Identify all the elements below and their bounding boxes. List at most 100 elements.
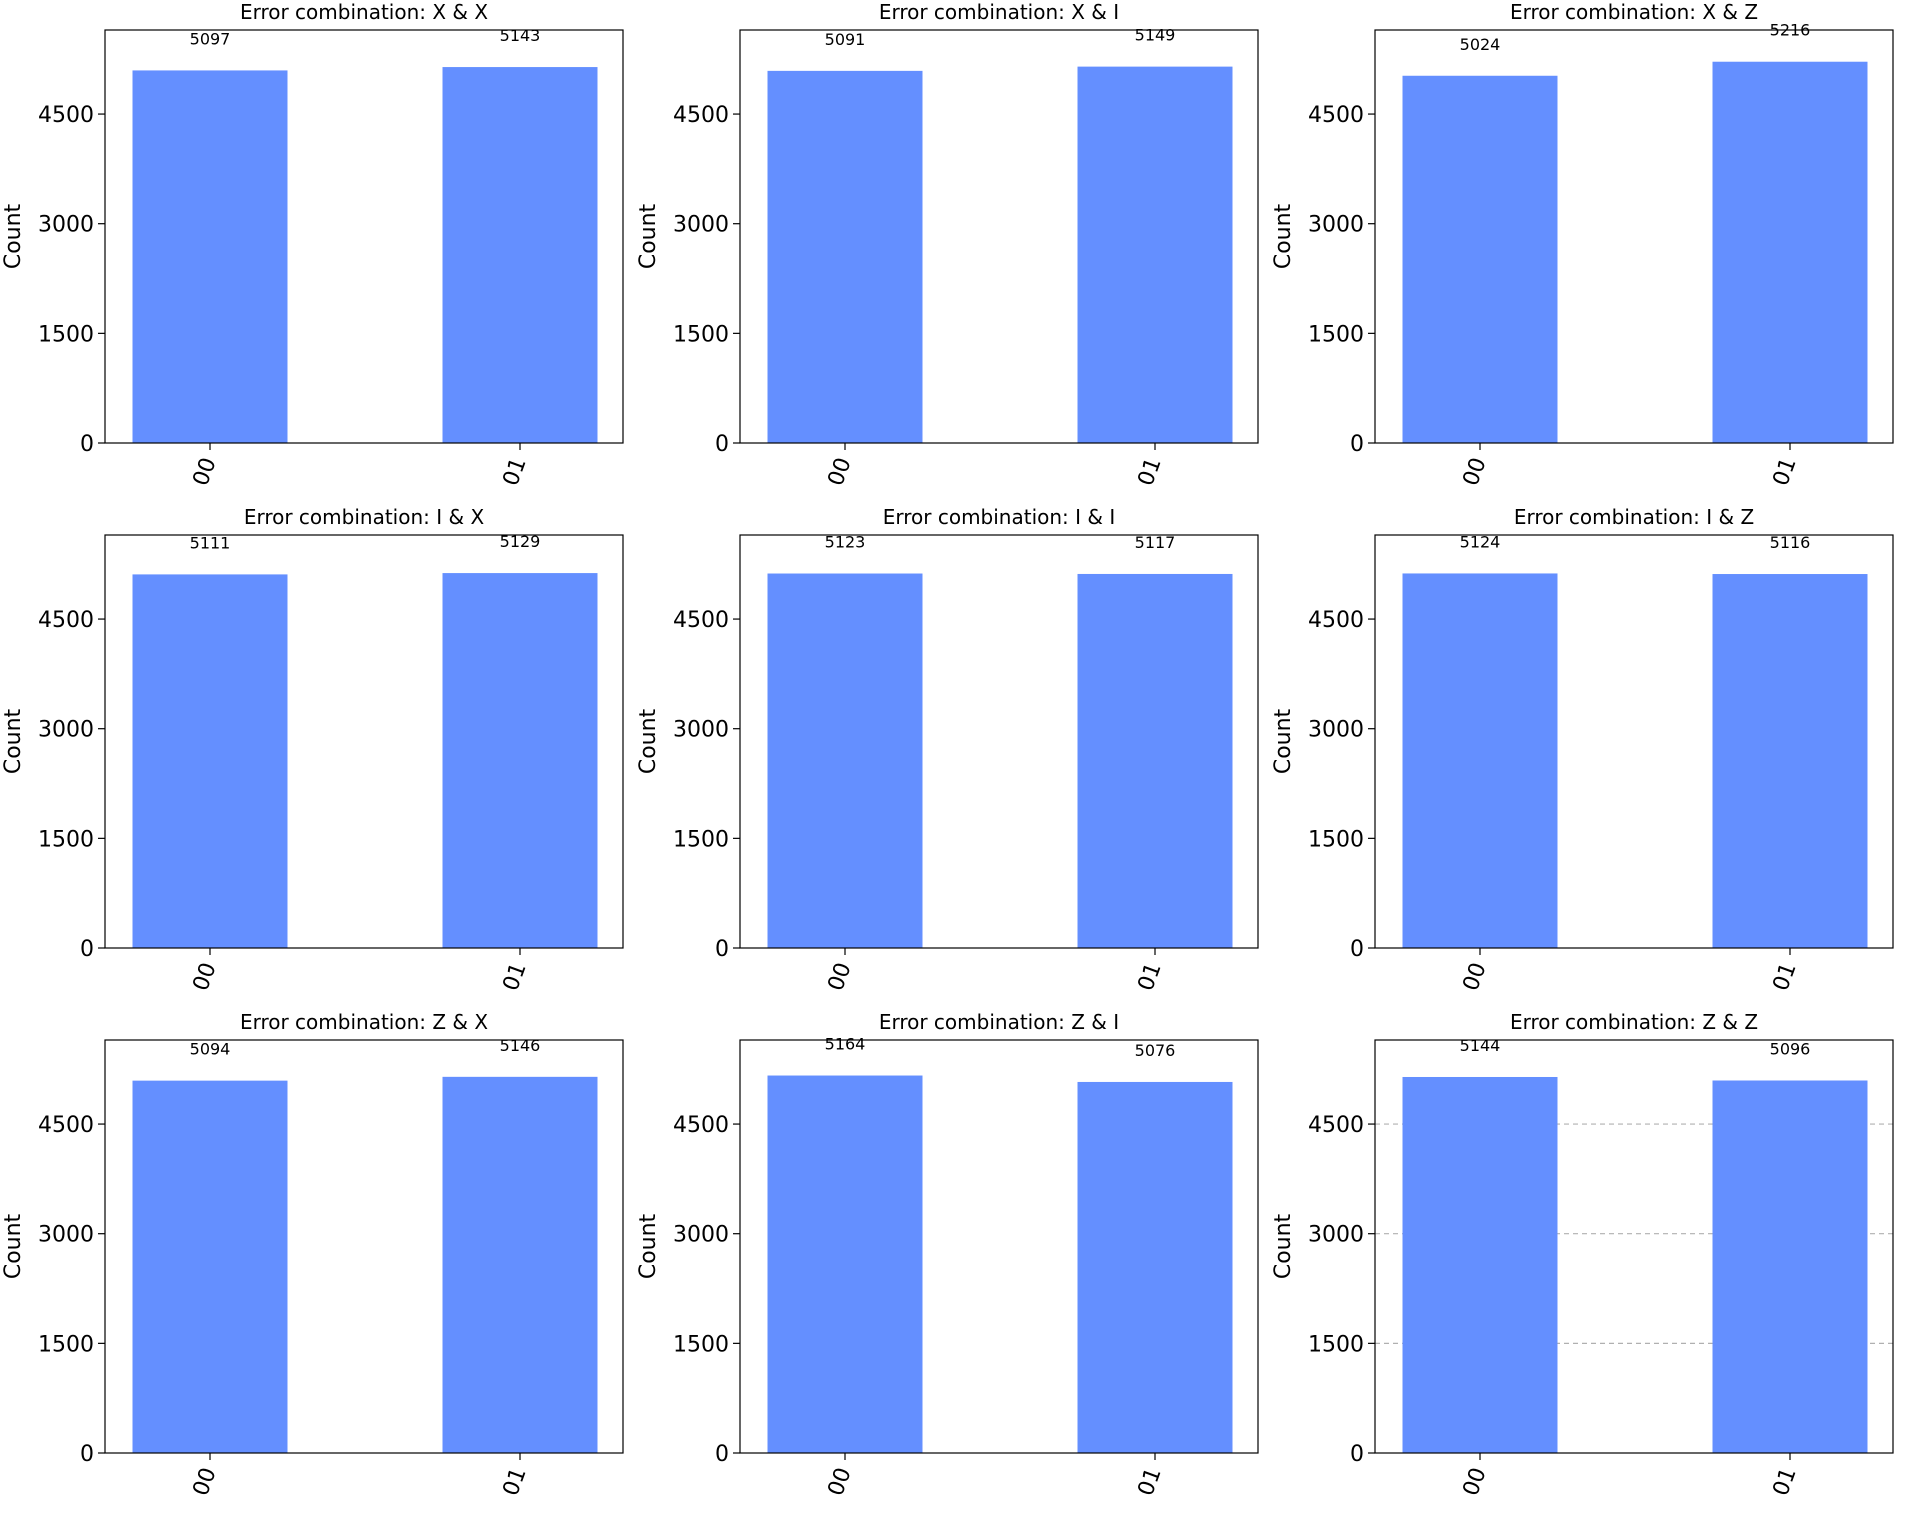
y-tick-label: 3000	[38, 718, 94, 743]
y-tick-label: 4500	[1308, 103, 1364, 128]
y-tick-label: 3000	[1308, 718, 1364, 743]
bar-chart: 5091 5149 0 1500 3000 4500 00 01 Count Error comb…	[636, 0, 1259, 490]
x-tick-label: 00	[189, 1465, 222, 1500]
data-label: 5144	[1460, 1036, 1501, 1055]
data-label: 5146	[500, 1036, 541, 1055]
axes-frame	[104, 1039, 624, 1454]
x-tick-label: 00	[824, 455, 857, 490]
x-tick-label: 01	[1769, 960, 1802, 995]
data-label: 5096	[1770, 1039, 1811, 1058]
y-tick-label: 4500	[38, 1113, 94, 1138]
chart-panel: 5111 5129 0 1500 3000 4500 00 01 Count Error comb…	[0, 505, 635, 1010]
data-label: 5149	[1135, 26, 1176, 45]
axes-frame	[739, 1039, 1259, 1454]
bar-chart: 5094 5146 0 1500 3000 4500 00 01 Count Error comb…	[1, 1010, 624, 1500]
y-tick-label: 0	[80, 432, 94, 457]
x-tick-label: 01	[1769, 455, 1802, 490]
bar-chart: 5111 5129 0 1500 3000 4500 00 01 Count Error comb…	[1, 505, 624, 995]
y-axis-label: Count	[1271, 1213, 1296, 1279]
y-axis-label: Count	[636, 1213, 661, 1279]
chart-panel: 5091 5149 0 1500 3000 4500 00 01 Count Error comb…	[635, 0, 1270, 505]
x-tick-label: 01	[1134, 1465, 1167, 1500]
y-tick-label: 0	[1350, 1442, 1364, 1467]
bar	[132, 1080, 288, 1453]
data-label: 5164	[825, 1035, 866, 1054]
x-tick-label: 00	[1459, 1465, 1492, 1500]
chart-title: Error combination: X & I	[879, 0, 1119, 24]
y-tick-label: 1500	[1308, 1332, 1364, 1357]
axes-frame	[1374, 29, 1894, 444]
chart-title: Error combination: Z & I	[879, 1010, 1119, 1034]
chart-title: Error combination: X & X	[240, 0, 488, 24]
y-axis-label: Count	[636, 708, 661, 774]
y-tick-label: 3000	[1308, 213, 1364, 238]
chart-panel: 5144 5096 0 1500 3000 4500 00 01 Count Error comb…	[1270, 1010, 1905, 1515]
bar	[1712, 61, 1868, 444]
y-tick-label: 3000	[673, 1223, 729, 1248]
chart-title: Error combination: I & X	[244, 505, 485, 529]
y-tick-label: 0	[1350, 937, 1364, 962]
y-tick-label: 3000	[38, 1223, 94, 1248]
bar	[1077, 573, 1233, 948]
axes-frame	[104, 29, 624, 444]
x-tick-label: 00	[189, 960, 222, 995]
bar	[1077, 66, 1233, 444]
data-label: 5117	[1135, 533, 1176, 552]
bar-chart: 5123 5117 0 1500 3000 4500 00 01 Count Error comb…	[636, 505, 1259, 994]
chart-panel: 5094 5146 0 1500 3000 4500 00 01 Count Error comb…	[0, 1010, 635, 1515]
y-tick-label: 1500	[673, 322, 729, 347]
y-tick-label: 4500	[673, 1113, 729, 1138]
bar	[767, 70, 923, 443]
x-tick-label: 00	[189, 455, 222, 490]
data-label: 5116	[1770, 533, 1811, 552]
y-tick-label: 3000	[38, 213, 94, 238]
data-label: 5111	[190, 533, 231, 552]
y-tick-label: 0	[715, 1442, 729, 1467]
y-tick-label: 4500	[673, 103, 729, 128]
chart-title: Error combination: Z & X	[240, 1010, 488, 1034]
bar	[442, 573, 598, 948]
y-tick-label: 3000	[673, 213, 729, 238]
data-label: 5097	[190, 29, 231, 48]
bar-chart: 5144 5096 0 1500 3000 4500 00 01 Count Error comb…	[1271, 1010, 1894, 1500]
data-label: 5094	[190, 1040, 231, 1059]
y-axis-label: Count	[636, 203, 661, 269]
data-label: 5129	[500, 532, 541, 551]
y-tick-label: 1500	[38, 322, 94, 347]
y-tick-label: 4500	[38, 103, 94, 128]
y-tick-label: 1500	[673, 827, 729, 852]
axes-frame	[1374, 534, 1894, 949]
bar-chart: 5124 5116 0 1500 3000 4500 00 01 Count Error comb…	[1271, 505, 1894, 995]
y-tick-label: 0	[1350, 432, 1364, 457]
bar	[767, 573, 923, 948]
bar-chart: 5164 5076 0 1500 3000 4500 00 01 Count Error comb…	[636, 1010, 1259, 1500]
y-tick-label: 0	[715, 432, 729, 457]
y-axis-label: Count	[1, 708, 26, 774]
bar	[442, 1076, 598, 1453]
bar	[1402, 1076, 1558, 1453]
chart-panel: 5124 5116 0 1500 3000 4500 00 01 Count Error comb…	[1270, 505, 1905, 1010]
bar	[1712, 1080, 1868, 1453]
bar	[132, 70, 288, 444]
y-tick-label: 4500	[1308, 608, 1364, 633]
axes-frame	[1374, 1039, 1894, 1454]
y-tick-label: 4500	[673, 608, 729, 633]
bar	[1402, 75, 1558, 443]
y-tick-label: 1500	[38, 1332, 94, 1357]
y-tick-label: 3000	[1308, 1223, 1364, 1248]
chart-panel: 5123 5117 0 1500 3000 4500 00 01 Count Error comb…	[635, 505, 1270, 1010]
x-tick-label: 01	[499, 455, 532, 490]
chart-panel: 5024 5216 0 1500 3000 4500 00 01 Count Error comb…	[1270, 0, 1905, 505]
bar	[767, 1075, 923, 1453]
y-axis-label: Count	[1271, 708, 1296, 774]
bar	[132, 574, 288, 948]
y-axis-label: Count	[1, 203, 26, 269]
data-label: 5091	[825, 30, 866, 49]
data-label: 5123	[825, 533, 866, 552]
x-tick-label: 01	[1134, 455, 1167, 490]
data-label: 5124	[1460, 532, 1501, 551]
bar	[1077, 1081, 1233, 1453]
chart-title: Error combination: X & Z	[1510, 0, 1758, 24]
